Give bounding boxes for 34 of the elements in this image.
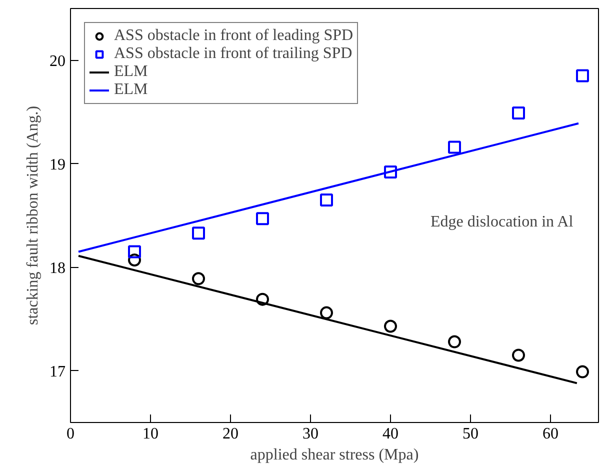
point [384, 320, 397, 333]
x-axis-title: applied shear stress (Mpa) [250, 446, 419, 464]
point [512, 348, 525, 362]
y-tick-label: 17 [50, 363, 66, 380]
x-tick-label: 30 [302, 426, 318, 442]
legend-label: ELM [114, 81, 148, 99]
legend-label: ASS obstacle in front of trailing SPD [114, 45, 352, 63]
point [448, 140, 461, 154]
point [256, 292, 269, 306]
legend-label: ELM [114, 63, 148, 81]
legend-label: ASS obstacle in front of leading SPD [114, 27, 354, 45]
point [320, 193, 333, 206]
point [256, 212, 269, 226]
point [448, 335, 461, 348]
y-axis-title: stacking fault ribbon width (Ang.) [24, 106, 42, 326]
point [128, 254, 141, 266]
x-tick-label: 10 [142, 426, 158, 442]
point [576, 69, 589, 82]
x-tick-label: 60 [542, 426, 558, 442]
x-tick-label: 0 [66, 426, 74, 442]
x-tick-label: 20 [222, 426, 238, 442]
point [576, 365, 589, 378]
point [512, 106, 525, 120]
x-tick-label: 50 [462, 426, 478, 442]
x-tick-label: 40 [382, 426, 398, 442]
y-tick-label: 18 [50, 260, 66, 277]
y-tick-label: 19 [50, 156, 66, 174]
point [192, 226, 205, 240]
point [320, 306, 333, 320]
y-tick-label: 20 [50, 52, 66, 70]
point [192, 272, 205, 286]
point [384, 166, 397, 179]
point [128, 245, 141, 258]
annotation: Edge dislocation in Al [430, 214, 574, 230]
